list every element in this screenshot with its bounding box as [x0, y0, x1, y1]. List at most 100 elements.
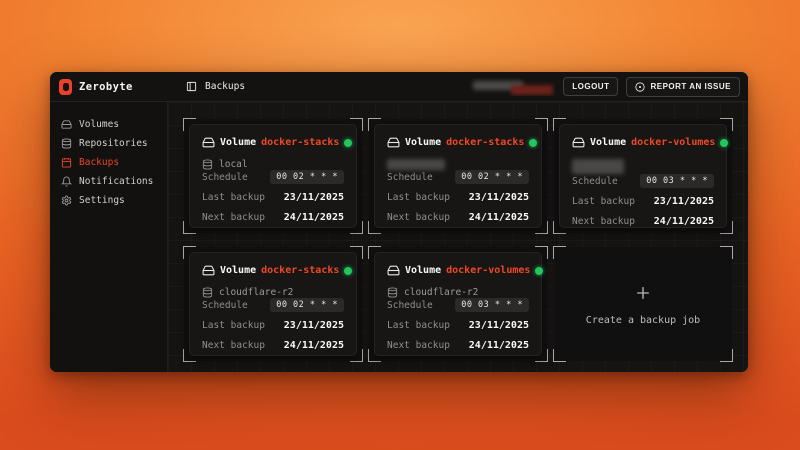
database-icon	[61, 138, 72, 149]
volume-name: docker-volumes	[631, 137, 716, 148]
sidebar: Volumes Repositories Backups Notificatio…	[50, 102, 168, 372]
volume-label: Volume	[590, 137, 627, 148]
schedule-cron: 00 02 * * *	[455, 170, 529, 184]
schedule-label: Schedule	[387, 171, 433, 183]
sidebar-item-volumes[interactable]: Volumes	[50, 115, 167, 134]
backup-job-card[interactable]: Volume docker-stacks local Schedule 00 02…	[189, 124, 357, 228]
backup-job-cell: Volume docker-stacks Schedule 00 02 * * *…	[368, 118, 548, 234]
schedule-cron: 00 02 * * *	[270, 170, 344, 184]
next-backup-date: 24/11/2025	[653, 215, 714, 227]
volume-name: docker-volumes	[446, 265, 531, 276]
corner-bracket	[183, 349, 196, 362]
status-dot	[344, 138, 353, 147]
hard-drive-icon	[387, 136, 400, 149]
status-dot	[344, 266, 353, 275]
next-backup-label: Next backup	[387, 339, 450, 351]
backup-job-card[interactable]: Volume docker-volumes cloudflare-r2 Sche…	[374, 252, 544, 356]
sidebar-item-notifications[interactable]: Notifications	[50, 172, 167, 191]
schedule-cron: 00 03 * * *	[455, 298, 529, 312]
backup-job-card[interactable]: Volume docker-stacks cloudflare-r2 Sched…	[189, 252, 357, 356]
corner-bracket	[350, 118, 363, 131]
corner-bracket	[368, 349, 381, 362]
corner-bracket	[535, 221, 548, 234]
sidebar-item-label: Repositories	[79, 138, 148, 149]
backup-job-card[interactable]: Volume docker-stacks Schedule 00 02 * * *…	[374, 124, 542, 228]
corner-bracket	[720, 118, 733, 131]
next-backup-label: Next backup	[202, 211, 265, 223]
corner-bracket	[535, 246, 548, 259]
last-backup-date: 23/11/2025	[468, 191, 529, 203]
repository-name: cloudflare-r2	[219, 287, 294, 298]
sidebar-item-repositories[interactable]: Repositories	[50, 134, 167, 153]
schedule-label: Schedule	[572, 175, 618, 187]
last-backup-label: Last backup	[202, 191, 265, 203]
panel-left-icon	[186, 81, 197, 92]
logo: Zerobyte	[50, 78, 168, 95]
volume-name: docker-stacks	[261, 265, 340, 276]
calendar-icon	[61, 157, 72, 168]
repository-name: local	[219, 159, 248, 170]
redacted-text	[511, 84, 554, 95]
last-backup-label: Last backup	[387, 191, 450, 203]
last-backup-date: 23/11/2025	[468, 319, 529, 331]
schedule-label: Schedule	[202, 299, 248, 311]
backup-job-card[interactable]: Volume docker-volumes Schedule 00 03 * * …	[559, 124, 729, 228]
hard-drive-icon	[202, 136, 215, 149]
volume-name: docker-stacks	[261, 137, 340, 148]
corner-bracket	[368, 221, 381, 234]
backup-job-cell: Volume docker-stacks local Schedule 00 02…	[183, 118, 363, 234]
corner-bracket	[368, 246, 381, 259]
logout-button[interactable]: LOGOUT	[563, 77, 619, 96]
status-dot	[535, 266, 544, 275]
hard-drive-icon	[387, 264, 400, 277]
hard-drive-icon	[572, 136, 585, 149]
status-dot	[720, 138, 729, 147]
report-issue-label: REPORT AN ISSUE	[650, 82, 731, 91]
schedule-cron: 00 02 * * *	[270, 298, 344, 312]
last-backup-date: 23/11/2025	[283, 319, 344, 331]
next-backup-label: Next backup	[572, 215, 635, 227]
volume-label: Volume	[220, 137, 257, 148]
next-backup-label: Next backup	[387, 211, 450, 223]
database-icon	[202, 287, 213, 298]
gear-icon	[61, 195, 72, 206]
bell-icon	[61, 176, 72, 187]
sidebar-item-label: Settings	[79, 195, 125, 206]
sidebar-item-settings[interactable]: Settings	[50, 191, 167, 210]
sidebar-item-backups[interactable]: Backups	[50, 153, 167, 172]
user-info-redacted	[469, 78, 555, 96]
last-backup-label: Last backup	[572, 195, 635, 207]
report-issue-button[interactable]: REPORT AN ISSUE	[626, 76, 740, 97]
plus-icon	[633, 283, 653, 303]
corner-bracket	[553, 221, 566, 234]
app-window: Zerobyte Backups LOGOUT REPORT AN ISSUE	[50, 72, 748, 372]
corner-bracket	[183, 221, 196, 234]
backup-job-cell: Volume docker-stacks cloudflare-r2 Sched…	[183, 246, 363, 362]
corner-bracket	[535, 349, 548, 362]
next-backup-date: 24/11/2025	[283, 211, 344, 223]
hard-drive-icon	[202, 264, 215, 277]
last-backup-label: Last backup	[202, 319, 265, 331]
corner-bracket	[553, 118, 566, 131]
next-backup-date: 24/11/2025	[468, 339, 529, 351]
repository-name: cloudflare-r2	[404, 287, 479, 298]
corner-bracket	[720, 246, 733, 259]
corner-bracket	[350, 221, 363, 234]
top-bar: Zerobyte Backups LOGOUT REPORT AN ISSUE	[50, 72, 748, 102]
logout-label: LOGOUT	[572, 82, 610, 91]
next-backup-date: 24/11/2025	[468, 211, 529, 223]
database-icon	[387, 287, 398, 298]
next-backup-label: Next backup	[202, 339, 265, 351]
zerobyte-logo-icon	[59, 78, 72, 95]
create-backup-job-card[interactable]: Create a backup job	[553, 246, 733, 362]
corner-bracket	[183, 246, 196, 259]
corner-bracket	[350, 246, 363, 259]
schedule-label: Schedule	[202, 171, 248, 183]
last-backup-label: Last backup	[387, 319, 450, 331]
next-backup-date: 24/11/2025	[283, 339, 344, 351]
corner-bracket	[720, 221, 733, 234]
status-dot	[529, 138, 538, 147]
database-icon	[202, 159, 213, 170]
backup-jobs-grid: Volume docker-stacks local Schedule 00 02…	[168, 102, 748, 372]
repository-name-redacted	[387, 159, 445, 170]
